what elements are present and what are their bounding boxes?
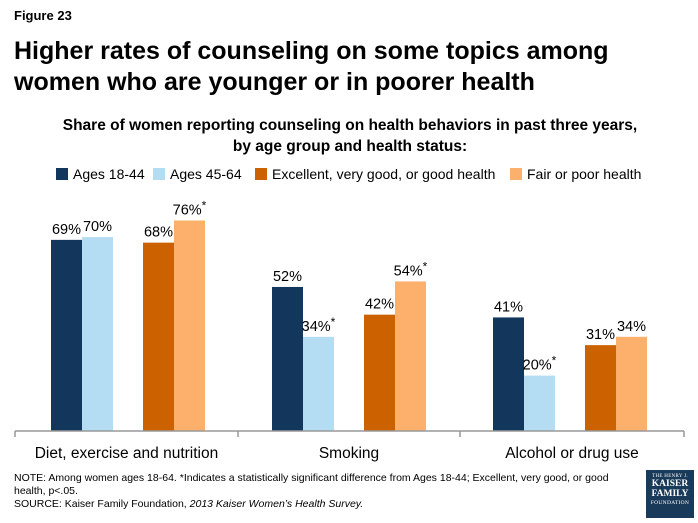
legend-label: Ages 45-64 (170, 166, 242, 182)
data-label: 68% (144, 225, 173, 241)
bar-fair-or-poor-health-0 (174, 220, 205, 431)
data-label: 69% (52, 222, 81, 238)
bar-ages-45-64-1 (303, 336, 334, 431)
data-label: 20%* (523, 354, 557, 374)
bar-chart: 69% 52% 41% 70% 34%* 20%* 68% 42% 31% 76%* 54%* 34%… (14, 198, 685, 462)
bar-ages-18-44-2 (493, 317, 524, 431)
chart-note: NOTE: Among women ages 18-64. *Indicates… (14, 472, 614, 511)
data-label: 41% (494, 299, 523, 315)
legend-label: Fair or poor health (527, 166, 642, 182)
data-label: 54%* (394, 259, 428, 279)
data-label: 34% (617, 319, 646, 335)
data-label: 42% (365, 297, 394, 313)
logo-line1: THE HENRY J. (652, 474, 688, 479)
page-title: Higher rates of counseling on some topic… (14, 37, 609, 96)
source-text: SOURCE: Kaiser Family Foundation, 2013 K… (14, 498, 614, 511)
logo-family: FAMILY (651, 489, 689, 499)
bar-excellent-very-good-or-good-health-2 (585, 345, 616, 431)
bar-ages-45-64-0 (82, 237, 113, 431)
legend-item-poor-health: Fair or poor health (510, 164, 641, 184)
bar-fair-or-poor-health-1 (395, 281, 426, 431)
logo-foundation: FOUNDATION (650, 500, 690, 506)
source-prefix: SOURCE: Kaiser Family Foundation, (14, 498, 190, 510)
figure-label: Figure 23 (14, 8, 72, 23)
legend-swatch (153, 168, 165, 180)
bar-ages-18-44-1 (272, 286, 303, 431)
legend-item-ages-18-44: Ages 18-44 (56, 164, 145, 184)
bar-fair-or-poor-health-2 (616, 336, 647, 431)
chart-subtitle: Share of women reporting counseling on h… (62, 117, 638, 155)
data-label: 76%* (173, 198, 207, 218)
bar-ages-18-44-0 (51, 239, 82, 431)
legend-item-ages-45-64: Ages 45-64 (153, 164, 242, 184)
bar-excellent-very-good-or-good-health-1 (364, 314, 395, 431)
bar-excellent-very-good-or-good-health-0 (143, 242, 174, 431)
data-label: 70% (83, 219, 112, 235)
legend-label: Ages 18-44 (73, 166, 145, 182)
logo-kaiser: KAISER (651, 479, 689, 489)
data-label: 34%* (302, 315, 336, 335)
note-text: NOTE: Among women ages 18-64. *Indicates… (14, 472, 609, 497)
legend-label: Excellent, very good, or good health (272, 166, 496, 182)
kff-logo: THE HENRY J. KAISER FAMILY FOUNDATION (646, 470, 694, 518)
x-tick-label: Alcohol or drug use (505, 445, 639, 462)
x-tick-label: Smoking (319, 445, 379, 462)
legend-item-good-health: Excellent, very good, or good health (255, 164, 495, 184)
legend-swatch (56, 168, 68, 180)
data-label: 52% (273, 269, 302, 285)
x-tick-label: Diet, exercise and nutrition (35, 445, 219, 462)
legend-swatch (255, 168, 267, 180)
data-label: 31% (586, 327, 615, 343)
chart-legend: Ages 18-44 Ages 45-64 Excellent, very go… (0, 164, 698, 184)
legend-swatch (510, 168, 522, 180)
source-title: 2013 Kaiser Women’s Health Survey. (189, 498, 364, 510)
bar-ages-45-64-2 (524, 375, 555, 431)
